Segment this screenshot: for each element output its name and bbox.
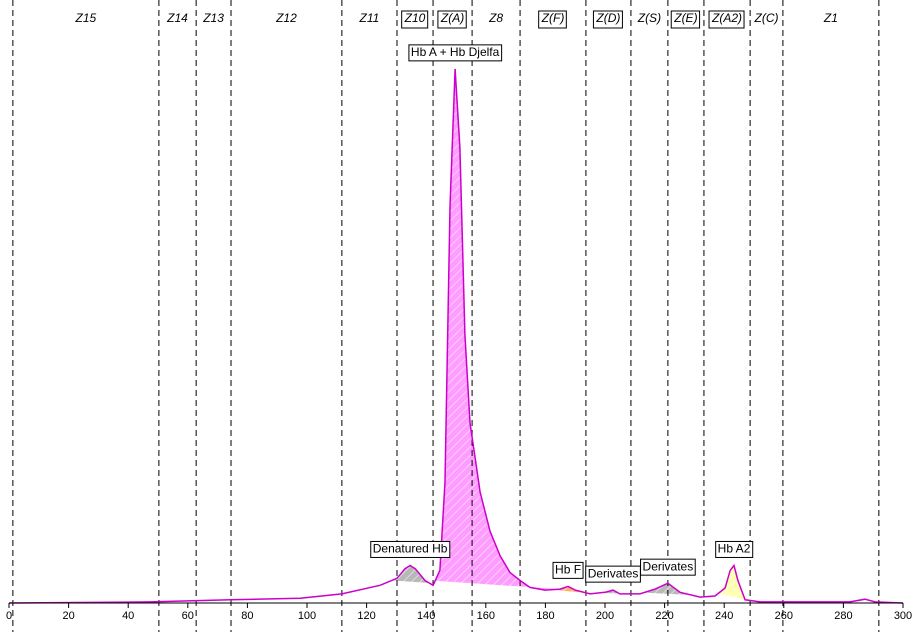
x-tick-label: 120 xyxy=(357,610,375,622)
zone-label: Z(E) xyxy=(673,11,697,25)
zone-label: Z(C) xyxy=(754,11,779,25)
x-tick-label: 280 xyxy=(834,610,852,622)
peak-area xyxy=(391,565,430,583)
x-tick-label: 60 xyxy=(182,610,194,622)
peak-area xyxy=(599,590,629,594)
peak-label-box xyxy=(370,540,451,558)
peak-area xyxy=(435,68,576,591)
peak-label-box xyxy=(408,44,503,62)
peak-label: Hb A + Hb Djelfa xyxy=(411,45,500,59)
zone-box xyxy=(708,10,745,29)
x-tick-label: 240 xyxy=(715,610,733,622)
x-tick-label: 300 xyxy=(894,610,912,622)
zone-label: Z15 xyxy=(75,11,97,25)
peak-label: Derivates xyxy=(643,559,694,573)
x-tick-label: 220 xyxy=(655,610,673,622)
peak-label-box xyxy=(640,558,696,576)
zone-label: Z14 xyxy=(166,11,188,25)
x-tick-label: 0 xyxy=(6,610,12,622)
x-tick-label: 140 xyxy=(417,610,435,622)
peak-label: Derivates xyxy=(588,566,639,580)
x-tick-label: 100 xyxy=(298,610,316,622)
peak-label: Hb F xyxy=(555,563,581,577)
zone-label: Z11 xyxy=(359,11,380,25)
peak-label-box xyxy=(715,540,754,558)
zone-label: Z10 xyxy=(404,11,426,25)
zone-label: Z(D) xyxy=(595,11,620,25)
x-tick-label: 20 xyxy=(62,610,74,622)
peak-area xyxy=(718,565,749,601)
x-tick-label: 260 xyxy=(775,610,793,622)
zone-label: Z(A2) xyxy=(711,11,742,25)
zone-box xyxy=(592,10,623,29)
peak-label-box xyxy=(552,561,584,579)
zone-box xyxy=(401,10,429,29)
x-tick-label: 80 xyxy=(241,610,253,622)
peak-label: Denatured Hb xyxy=(373,542,448,556)
trace-line xyxy=(8,68,904,604)
zone-label: Z13 xyxy=(202,11,224,25)
x-tick-label: 180 xyxy=(536,610,554,622)
zone-label: Z1 xyxy=(823,11,838,25)
zone-box xyxy=(670,10,701,29)
x-tick-label: 40 xyxy=(122,610,134,622)
zone-box xyxy=(437,10,467,29)
zone-label: Z12 xyxy=(275,11,297,25)
peak-label: Hb A2 xyxy=(718,542,751,556)
zone-label: Z(S) xyxy=(637,11,661,25)
zone-box xyxy=(538,10,567,29)
zone-label: Z(F) xyxy=(541,11,565,25)
zone-label: Z8 xyxy=(488,11,503,25)
x-tick-label: 200 xyxy=(596,610,614,622)
x-tick-label: 160 xyxy=(477,610,495,622)
zone-label: Z(A) xyxy=(440,11,464,25)
